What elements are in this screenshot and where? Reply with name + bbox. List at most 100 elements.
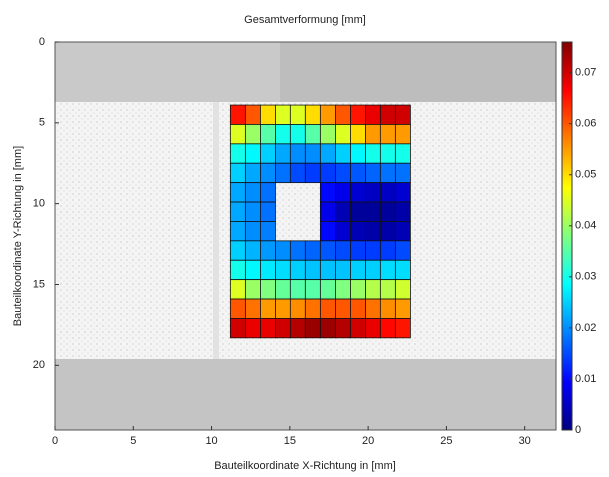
colorbar-tick-label: 0.04 [575, 220, 596, 232]
heatmap-cell [244, 104, 261, 125]
heatmap-cell [335, 318, 351, 339]
heatmap-cell [335, 124, 351, 145]
heatmap-cell [319, 162, 336, 184]
heatmap-cell [335, 201, 351, 222]
heatmap-cell [350, 318, 366, 339]
heatmap-cell [335, 104, 351, 125]
heatmap-cell [394, 124, 411, 145]
heatmap-cell [260, 201, 276, 222]
heatmap-cell [304, 240, 321, 261]
heatmap-cell [379, 221, 396, 242]
heatmap-cell [319, 201, 336, 222]
heatmap-cell [275, 143, 291, 164]
heatmap-cell [260, 259, 276, 281]
heatmap-cell [350, 279, 366, 300]
colorbar-tick-label: 0.05 [575, 169, 596, 181]
heatmap-cell [379, 298, 396, 319]
heatmap-cell [244, 259, 261, 281]
heatmap-cell [350, 201, 366, 222]
heatmap-cell [379, 318, 396, 339]
heatmap-cell [365, 104, 381, 125]
heatmap-cell [350, 298, 366, 319]
heatmap-cell [304, 124, 321, 145]
heatmap-cell [379, 201, 396, 222]
y-tick-label: 10 [33, 198, 45, 210]
colorbar [561, 41, 573, 431]
heatmap-cell [394, 201, 411, 222]
heatmap-cell [229, 143, 246, 164]
heatmap-cell [394, 318, 411, 339]
heatmap-cell [365, 143, 381, 164]
heatmap-cell [319, 182, 336, 203]
heatmap-cell [350, 143, 366, 164]
heatmap-cell [244, 240, 261, 261]
heatmap-cell [275, 318, 291, 339]
heatmap-cell [379, 162, 396, 184]
x-tick-label: 10 [205, 435, 217, 447]
heatmap-cell [365, 221, 381, 242]
heatmap-cell [289, 279, 306, 300]
chart-title: Gesamtverformung [mm] [244, 14, 366, 26]
heatmap-cell [319, 298, 336, 319]
heatmap-cell [319, 221, 336, 242]
heatmap-cell [260, 143, 276, 164]
heatmap-cell [244, 143, 261, 164]
heatmap-cell [260, 221, 276, 242]
heatmap-cell [319, 124, 336, 145]
heatmap-cell [365, 298, 381, 319]
heatmap-cell [350, 162, 366, 184]
heatmap-cell [244, 162, 261, 184]
colorbar-tick-label: 0.02 [575, 322, 596, 334]
heatmap-cell [394, 279, 411, 300]
y-tick-label: 5 [39, 117, 45, 129]
heatmap-cell [289, 104, 306, 125]
x-tick-label: 20 [362, 435, 374, 447]
heatmap-cell [379, 124, 396, 145]
heatmap-cell [379, 143, 396, 164]
heatmap-cell [275, 162, 291, 184]
heatmap-cell [350, 221, 366, 242]
heatmap-cell [335, 259, 351, 281]
heatmap-cell [289, 318, 306, 339]
heatmap-cell [335, 162, 351, 184]
heatmap-cell [289, 240, 306, 261]
heatmap-cell [319, 240, 336, 261]
heatmap-cell [350, 259, 366, 281]
heatmap-cell [260, 124, 276, 145]
heatmap-cell [229, 318, 246, 339]
heatmap-cell [319, 104, 336, 125]
heatmap-cell [229, 259, 246, 281]
heatmap-cell [260, 240, 276, 261]
colorbar-tick-label: 0.06 [575, 118, 596, 130]
heatmap-cell [379, 240, 396, 261]
y-tick-label: 15 [33, 278, 45, 290]
heatmap-cell [335, 240, 351, 261]
y-axis-label: Bauteilkoordinate Y-Richtung in [mm] [12, 146, 24, 326]
heatmap-cell [275, 279, 291, 300]
colorbar-tick-label: 0.01 [575, 373, 596, 385]
heatmap-cell [365, 201, 381, 222]
heatmap-cell [289, 162, 306, 184]
heatmap-cell [379, 104, 396, 125]
heatmap-cell [350, 182, 366, 203]
heatmap-cell [350, 240, 366, 261]
heatmap-cell [394, 182, 411, 203]
heatmap-cell [379, 182, 396, 203]
heatmap-cell [365, 182, 381, 203]
heatmap-cell [260, 279, 276, 300]
heatmap-cell [260, 298, 276, 319]
heatmap-cell [319, 318, 336, 339]
heatmap-cell [275, 298, 291, 319]
heatmap-cell [379, 279, 396, 300]
heatmap-cell [350, 124, 366, 145]
heatmap-cell [394, 104, 411, 125]
heatmap-cell [229, 201, 246, 222]
heatmap-cell [335, 143, 351, 164]
heatmap-cell [229, 162, 246, 184]
heatmap-cell [394, 259, 411, 281]
heatmap-cell [304, 318, 321, 339]
heatmap-cell [275, 240, 291, 261]
heatmap-cell [319, 143, 336, 164]
x-tick-label: 15 [284, 435, 296, 447]
